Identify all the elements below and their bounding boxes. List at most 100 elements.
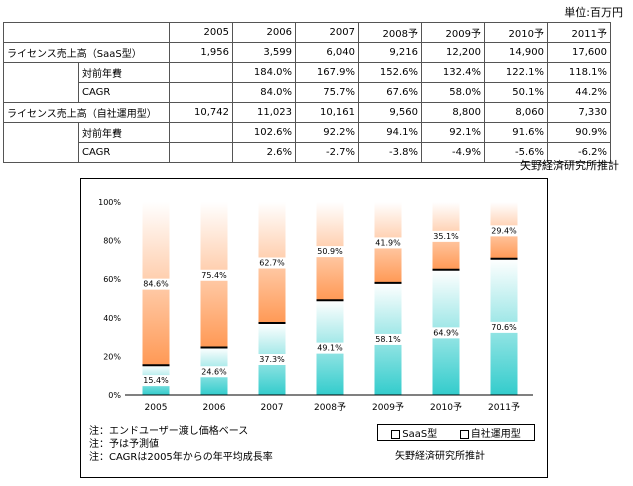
y-tick-label: 0%: [108, 391, 121, 400]
table-cell: 50.1%: [484, 82, 548, 103]
table-header-row: 2005 2006 2007 2008予 2009予 2010予 2011予: [3, 22, 611, 43]
chart-legend: SaaS型 自社運用型: [377, 424, 535, 441]
year-header: 2009予: [421, 22, 485, 43]
table-row: ライセンス売上高（自社運用型） 10,742 11,023 10,161 9,5…: [3, 102, 611, 123]
indent-cell: [3, 122, 79, 143]
table-row: ライセンス売上高（SaaS型） 1,956 3,599 6,040 9,216 …: [3, 42, 611, 63]
table-cell: 44.2%: [547, 82, 611, 103]
table-cell: 9,560: [358, 102, 422, 123]
table-cell: -4.9%: [421, 142, 485, 163]
data-label-bg: [315, 342, 345, 354]
table-cell: 14,900: [484, 42, 548, 63]
table-cell: [169, 82, 233, 103]
legend-swatch: [391, 429, 401, 439]
x-tick-label: 2005: [145, 403, 168, 413]
unit-label: 単位:百万円: [564, 6, 623, 19]
year-header: 2010予: [484, 22, 548, 43]
table-cell: 92.1%: [421, 122, 485, 143]
header-empty-cell: [3, 22, 170, 43]
table-cell: 8,060: [484, 102, 548, 123]
year-header: 2011予: [547, 22, 611, 43]
data-label-saas: 70.6%: [491, 323, 517, 332]
data-label-saas: 24.6%: [201, 367, 227, 376]
legend-label: SaaS型: [402, 429, 438, 440]
note-line: 注：予は予測値: [89, 439, 159, 450]
data-label-own: 29.4%: [491, 226, 517, 235]
table-cell: -3.8%: [358, 142, 422, 163]
group-label: ライセンス売上高（自社運用型）: [3, 102, 170, 123]
table-cell: 91.6%: [484, 122, 548, 143]
data-label-bg: [489, 321, 519, 333]
table-cell: 94.1%: [358, 122, 422, 143]
year-header: 2007: [295, 22, 359, 43]
table-row: 対前年費 184.0% 167.9% 152.6% 132.4% 122.1% …: [3, 62, 611, 83]
row-label: CAGR: [78, 82, 170, 103]
table-cell: 1,956: [169, 42, 233, 63]
table-cell: 67.6%: [358, 82, 422, 103]
data-label-bg: [431, 327, 461, 339]
data-label-saas: 58.1%: [375, 335, 401, 344]
year-header: 2006: [232, 22, 296, 43]
row-label: 対前年費: [78, 122, 170, 143]
data-label-bg: [373, 333, 403, 345]
table-cell: 6,040: [295, 42, 359, 63]
note-line: 注：CAGRは2005年からの年平均成長率: [89, 452, 273, 463]
table-cell: 90.9%: [547, 122, 611, 143]
data-label-bg: [141, 278, 171, 290]
data-label-bg: [257, 354, 287, 366]
x-tick-label: 2006: [203, 403, 226, 413]
data-label-bg: [373, 237, 403, 249]
table-cell: 152.6%: [358, 62, 422, 83]
table-cell: 58.0%: [421, 82, 485, 103]
data-label-bg: [489, 225, 519, 237]
year-header: 2005: [169, 22, 233, 43]
table-cell: 10,161: [295, 102, 359, 123]
x-tick-label: 2010予: [430, 402, 462, 413]
indent-cell: [3, 142, 79, 163]
row-label: CAGR: [78, 142, 170, 163]
data-label-own: 41.9%: [375, 238, 401, 247]
data-label-own: 84.6%: [143, 280, 169, 289]
x-tick-label: 2007: [261, 403, 284, 413]
table-cell: 84.0%: [232, 82, 296, 103]
table-cell: [169, 62, 233, 83]
data-label-bg: [199, 269, 229, 281]
chart-container: 0% 20% 40% 60% 80% 100% 15.4% 84.6% 2005 24.6% 75.…: [80, 178, 548, 478]
legend-label: 自社運用型: [470, 429, 521, 440]
row-label: 対前年費: [78, 62, 170, 83]
note-line: 注：エンドユーザー渡し価格ベース: [89, 426, 249, 437]
data-label-bg: [431, 230, 461, 242]
data-label-saas: 64.9%: [433, 328, 459, 337]
table-cell: 118.1%: [547, 62, 611, 83]
x-tick-label: 2008予: [314, 402, 346, 413]
table-cell: 75.7%: [295, 82, 359, 103]
table-cell: 3,599: [232, 42, 296, 63]
data-label-own: 75.4%: [201, 271, 227, 280]
table-cell: 9,216: [358, 42, 422, 63]
table-cell: 122.1%: [484, 62, 548, 83]
y-tick-label: 100%: [98, 198, 121, 207]
table-cell: 92.2%: [295, 122, 359, 143]
table-cell: 184.0%: [232, 62, 296, 83]
table-cell: 132.4%: [421, 62, 485, 83]
y-tick-label: 20%: [103, 352, 121, 361]
table-row: CAGR 2.6% -2.7% -3.8% -4.9% -5.6% -6.2%: [3, 142, 611, 163]
table-cell: 102.6%: [232, 122, 296, 143]
x-tick-label: 2011予: [488, 402, 520, 413]
table-cell: -2.7%: [295, 142, 359, 163]
data-label-bg: [315, 246, 345, 258]
table-cell: 2.6%: [232, 142, 296, 163]
data-label-saas: 49.1%: [317, 344, 343, 353]
data-label-saas: 37.3%: [259, 355, 285, 364]
table-cell: 8,800: [421, 102, 485, 123]
table-cell: 12,200: [421, 42, 485, 63]
table-cell: 17,600: [547, 42, 611, 63]
data-label-own: 50.9%: [317, 247, 343, 256]
data-label-own: 62.7%: [259, 259, 285, 268]
x-tick-label: 2009予: [372, 402, 404, 413]
legend-item-saas: SaaS型: [391, 425, 437, 440]
data-label-bg: [141, 375, 171, 387]
table-cell: [169, 142, 233, 163]
chart-notes: 注：エンドユーザー渡し価格ベース 注：予は予測値 注：CAGRは2005年からの…: [89, 425, 273, 464]
year-header: 2008予: [358, 22, 422, 43]
